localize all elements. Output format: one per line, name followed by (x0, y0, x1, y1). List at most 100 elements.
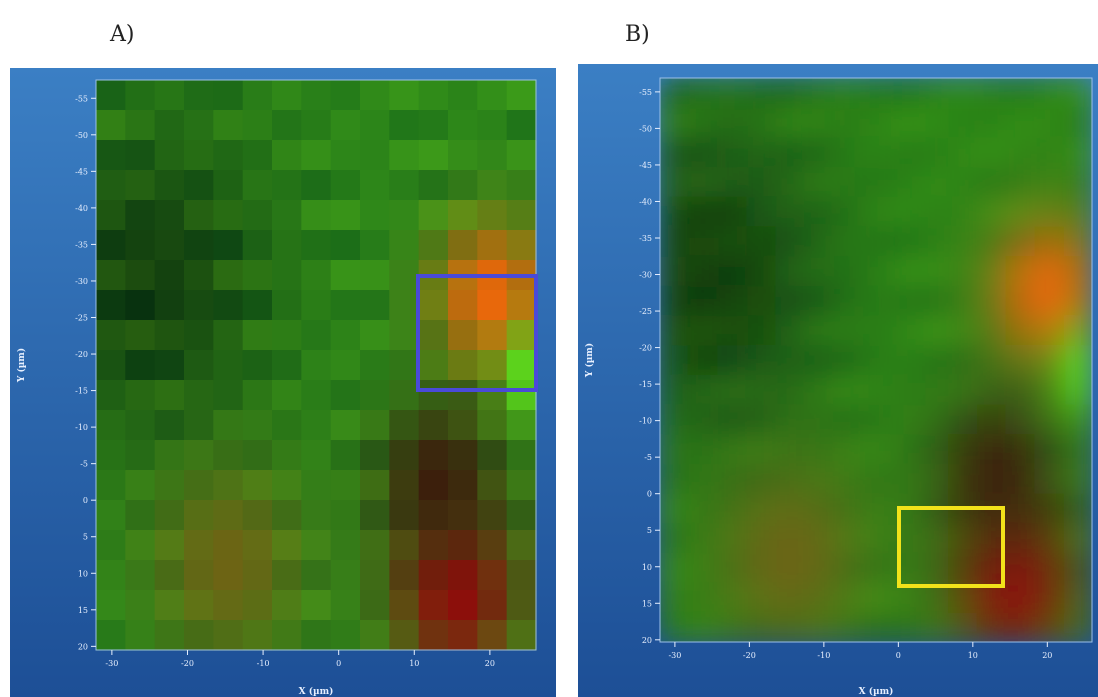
map-cell (804, 494, 833, 524)
map-cell (125, 200, 155, 231)
map-cell (977, 464, 1006, 494)
map-cell (155, 260, 185, 291)
map-cell (746, 523, 775, 553)
map-cell (360, 620, 390, 651)
map-cell (1034, 226, 1063, 256)
map-cell (448, 560, 478, 591)
map-cell (477, 440, 507, 471)
map-cell (948, 286, 977, 316)
map-cell (833, 197, 862, 227)
y-tick-label: -5 (80, 460, 88, 469)
map-cell (689, 464, 718, 494)
map-cell (746, 375, 775, 405)
map-cell (125, 170, 155, 201)
map-cell (419, 350, 449, 381)
map-cell (1034, 345, 1063, 375)
y-tick-label: 20 (78, 642, 88, 651)
map-cell (1006, 256, 1035, 286)
map-cell (477, 500, 507, 531)
map-cell (125, 440, 155, 471)
map-cell (243, 410, 273, 441)
map-cell (718, 494, 747, 524)
map-cell (862, 434, 891, 464)
map-cell (977, 375, 1006, 405)
map-cell (272, 530, 302, 561)
y-tick-label: 0 (83, 496, 88, 505)
map-cell (389, 320, 419, 351)
map-cell (862, 78, 891, 108)
map-cell (272, 410, 302, 441)
map-cell (718, 464, 747, 494)
y-tick-label: 0 (647, 490, 652, 499)
map-cell (1063, 375, 1092, 405)
map-cell (890, 553, 919, 583)
map-cell (331, 410, 361, 441)
map-cell (243, 260, 273, 291)
map-cell (243, 530, 273, 561)
map-cell (477, 200, 507, 231)
map-cell (890, 523, 919, 553)
map-cell (862, 464, 891, 494)
map-cell (125, 560, 155, 591)
map-cell (862, 523, 891, 553)
map-cell (718, 612, 747, 642)
map-cell (301, 230, 331, 261)
y-tick-label: -20 (639, 344, 652, 353)
map-cell (184, 200, 214, 231)
map-cell (746, 583, 775, 613)
map-cell (213, 410, 243, 441)
map-cell (948, 226, 977, 256)
map-cell (804, 226, 833, 256)
map-cell (272, 380, 302, 411)
map-cell (272, 200, 302, 231)
map-cell (389, 470, 419, 501)
map-cell (125, 140, 155, 171)
map-cell (1034, 197, 1063, 227)
map-cell (660, 256, 689, 286)
x-tick-label: 20 (1042, 651, 1052, 660)
map-cell (184, 500, 214, 531)
map-cell (96, 440, 126, 471)
map-cell (775, 612, 804, 642)
map-cell (301, 380, 331, 411)
map-cell (862, 286, 891, 316)
map-cell (919, 167, 948, 197)
map-cell (272, 230, 302, 261)
map-cell (977, 226, 1006, 256)
map-cell (419, 440, 449, 471)
map-cell (507, 140, 537, 171)
y-tick-label: -15 (639, 380, 652, 389)
map-cell (948, 375, 977, 405)
map-cell (213, 590, 243, 621)
map-cell (718, 108, 747, 138)
map-cell (746, 226, 775, 256)
map-cell (775, 108, 804, 138)
map-cell (477, 350, 507, 381)
map-cell (862, 375, 891, 405)
map-cell (389, 290, 419, 321)
map-cell (96, 230, 126, 261)
map-cell (96, 290, 126, 321)
map-cell (660, 612, 689, 642)
map-cell (1063, 464, 1092, 494)
y-tick-label: -55 (75, 94, 88, 103)
map-cell (213, 140, 243, 171)
map-cell (96, 140, 126, 171)
map-cell (272, 170, 302, 201)
map-cell (184, 320, 214, 351)
map-cell (804, 523, 833, 553)
map-cell (272, 290, 302, 321)
map-cell (977, 108, 1006, 138)
map-cell (301, 200, 331, 231)
map-cell (448, 470, 478, 501)
map-cell (389, 590, 419, 621)
map-cell (155, 230, 185, 261)
map-cell (833, 167, 862, 197)
y-tick-label: 5 (647, 526, 652, 535)
map-cell (155, 380, 185, 411)
map-cell (184, 260, 214, 291)
map-cell (448, 80, 478, 111)
map-cell (272, 80, 302, 111)
map-cell (919, 375, 948, 405)
map-cell (890, 434, 919, 464)
